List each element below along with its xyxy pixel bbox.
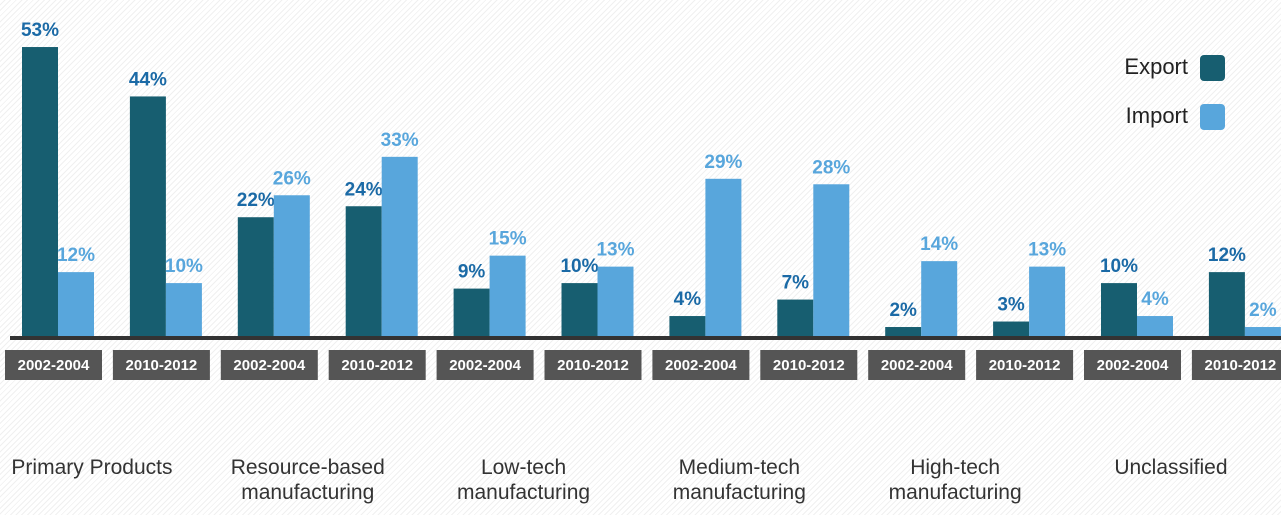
group-label: Primary Products: [11, 456, 173, 479]
bar: [345, 206, 382, 338]
bar: [1101, 283, 1137, 338]
category-box: [760, 350, 858, 380]
bar: [165, 283, 202, 338]
value-label: 44%: [129, 69, 167, 90]
category-box: [5, 350, 102, 380]
bar: [993, 321, 1030, 338]
value-label: 4%: [674, 289, 702, 310]
legend-swatch: [1200, 104, 1225, 130]
x-tick-label: 2010-2012: [989, 357, 1061, 374]
category-box: [544, 350, 642, 380]
bar: [777, 299, 814, 338]
bar: [561, 283, 598, 338]
x-tick-label: 2010-2012: [773, 357, 845, 374]
value-label: 15%: [489, 229, 527, 250]
bar: [1244, 327, 1281, 338]
bar: [885, 327, 922, 338]
bar: [1208, 272, 1245, 338]
x-tick-label: 2002-2004: [449, 357, 521, 374]
bar: [705, 178, 742, 338]
value-label: 53%: [21, 20, 59, 41]
bar: [1029, 266, 1066, 338]
legend-swatch: [1200, 55, 1225, 81]
bar: [273, 195, 310, 338]
x-tick-label: 2002-2004: [233, 357, 305, 374]
category-box: [436, 350, 534, 380]
value-label: 13%: [596, 240, 634, 261]
legend-label: Import: [1126, 103, 1188, 128]
category-box: [976, 350, 1074, 380]
group-label: Resource-based manufacturing: [230, 456, 385, 504]
bar: [129, 96, 166, 338]
bar: [921, 261, 958, 338]
value-label: 10%: [1100, 256, 1138, 277]
value-label: 22%: [237, 190, 275, 211]
value-label: 13%: [1028, 240, 1066, 261]
value-label: 7%: [782, 273, 810, 294]
category-box: [868, 350, 966, 380]
group-label: Medium-tech manufacturing: [672, 456, 806, 504]
group-label: Low-tech manufacturing: [457, 456, 591, 504]
bar: [22, 47, 58, 338]
bar: [237, 217, 274, 338]
value-label: 29%: [704, 152, 742, 173]
bar: [381, 156, 418, 338]
bar: [58, 272, 94, 338]
category-box: [652, 350, 750, 380]
value-label: 14%: [920, 234, 958, 255]
bar: [597, 266, 634, 338]
value-label: 10%: [560, 256, 598, 277]
bar: [453, 288, 490, 338]
category-box: [112, 350, 210, 380]
x-tick-label: 2002-2004: [881, 357, 953, 374]
value-label: 24%: [345, 179, 383, 200]
group-label: High-tech manufacturing: [888, 456, 1022, 504]
x-tick-label: 2010-2012: [1205, 357, 1277, 374]
x-tick-label: 2010-2012: [557, 357, 629, 374]
value-label: 12%: [57, 245, 95, 266]
x-tick-label: 2010-2012: [341, 357, 413, 374]
value-label: 2%: [1249, 300, 1277, 321]
legend-label: Export: [1124, 54, 1188, 79]
value-label: 2%: [889, 300, 917, 321]
bar: [489, 255, 526, 338]
value-label: 26%: [273, 168, 311, 189]
category-box: [328, 350, 426, 380]
value-label: 28%: [812, 157, 850, 178]
value-label: 10%: [165, 256, 203, 277]
category-box: [1191, 350, 1281, 380]
x-tick-label: 2002-2004: [18, 357, 90, 374]
x-tick-label: 2002-2004: [665, 357, 737, 374]
value-label: 33%: [381, 130, 419, 151]
x-tick-label: 2002-2004: [1097, 357, 1169, 374]
category-box: [1084, 350, 1181, 380]
value-label: 4%: [1141, 289, 1169, 310]
bar: [1137, 316, 1173, 338]
value-label: 3%: [997, 295, 1025, 316]
category-box: [220, 350, 318, 380]
value-label: 12%: [1208, 245, 1246, 266]
x-tick-label: 2010-2012: [126, 357, 198, 374]
bar: [813, 184, 850, 338]
bar: [669, 316, 706, 338]
value-label: 9%: [458, 262, 486, 283]
group-label: Unclassified: [1114, 456, 1228, 479]
